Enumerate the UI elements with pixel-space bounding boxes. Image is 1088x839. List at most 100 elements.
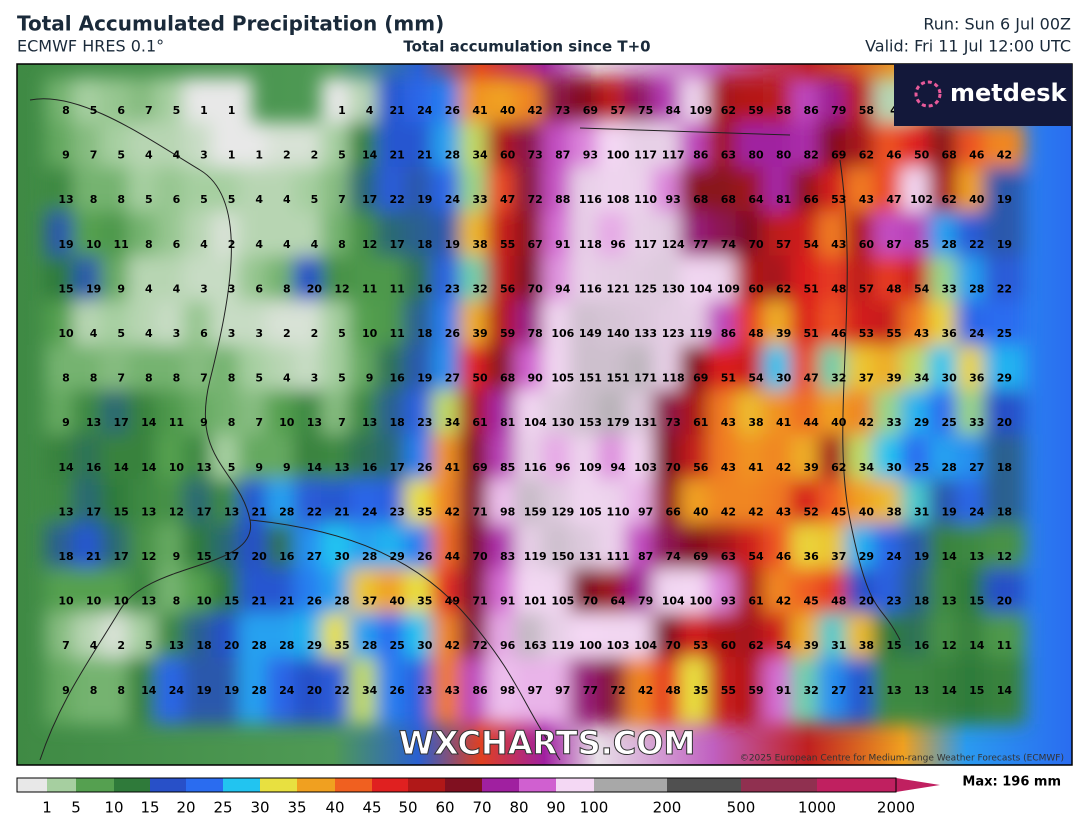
value-label: 36 [942, 327, 958, 340]
colorbar-segment [17, 778, 47, 792]
value-label: 100 [689, 595, 712, 608]
value-label: 57 [859, 282, 874, 295]
value-label: 14 [969, 639, 985, 652]
value-label: 41 [776, 416, 791, 429]
value-label: 21 [252, 595, 267, 608]
value-label: 47 [804, 372, 819, 385]
value-label: 29 [997, 372, 1012, 385]
value-label: 6 [173, 193, 181, 206]
value-label: 116 [524, 461, 547, 474]
value-label: 13 [914, 684, 929, 697]
value-label: 24 [969, 505, 985, 518]
value-label: 70 [528, 282, 544, 295]
value-label: 59 [500, 327, 515, 340]
value-label: 58 [776, 104, 791, 117]
value-label: 42 [776, 595, 791, 608]
value-label: 11 [169, 416, 184, 429]
colorbar-segment [741, 778, 817, 792]
value-label: 14 [141, 684, 157, 697]
value-label: 7 [255, 416, 263, 429]
value-label: 55 [500, 238, 515, 251]
value-label: 20 [307, 684, 323, 697]
value-label: 19 [196, 684, 211, 697]
value-label: 97 [555, 684, 570, 697]
value-label: 26 [307, 595, 323, 608]
value-label: 30 [886, 461, 902, 474]
value-label: 19 [86, 282, 101, 295]
logo-icon [914, 80, 942, 108]
value-label: 61 [748, 595, 763, 608]
value-label: 103 [634, 461, 657, 474]
value-label: 32 [831, 372, 846, 385]
value-label: 72 [528, 193, 543, 206]
value-label: 68 [500, 372, 515, 385]
border [579, 127, 901, 641]
value-label: 24 [169, 684, 185, 697]
value-label: 85 [914, 238, 929, 251]
colorbar-tick-label: 40 [325, 799, 344, 817]
value-label: 48 [666, 684, 681, 697]
colorbar-tick-label: 35 [287, 799, 306, 817]
value-label: 3 [228, 282, 236, 295]
value-label: 81 [776, 193, 791, 206]
value-label: 43 [776, 505, 791, 518]
value-label: 2 [228, 238, 236, 251]
colorbar: 1 5 10 15 20 25 30 35 40 45 50 60 70 80 90 100 200 500 100… [16, 777, 940, 817]
value-label: 1 [338, 104, 346, 117]
value-label: 27 [445, 372, 460, 385]
value-label: 69 [472, 461, 487, 474]
value-label: 9 [366, 372, 374, 385]
coastline [29, 98, 251, 761]
value-label: 61 [693, 416, 708, 429]
value-label: 117 [634, 238, 657, 251]
colorbar-tick-label: 20 [176, 799, 195, 817]
value-label: 17 [362, 193, 377, 206]
value-label: 38 [472, 238, 487, 251]
colorbar-segment [150, 778, 186, 792]
value-label: 8 [62, 104, 70, 117]
value-label: 18 [914, 595, 929, 608]
value-label: 21 [390, 104, 405, 117]
value-label: 4 [255, 238, 263, 251]
logo: metdesk [950, 79, 1068, 107]
colorbar-tick-label: 100 [580, 799, 609, 817]
value-label: 5 [90, 104, 98, 117]
value-label: 17 [114, 416, 129, 429]
colorbar-segment [445, 778, 482, 792]
value-label: 153 [579, 416, 602, 429]
value-label: 54 [776, 639, 792, 652]
value-label: 104 [689, 282, 712, 295]
value-label: 79 [831, 104, 846, 117]
value-label: 70 [472, 550, 488, 563]
value-label: 47 [886, 193, 901, 206]
value-label: 150 [551, 550, 574, 563]
value-label: 14 [942, 550, 958, 563]
value-label: 22 [997, 282, 1012, 295]
value-label: 40 [969, 193, 985, 206]
value-label: 2 [311, 327, 319, 340]
value-label: 48 [886, 282, 901, 295]
value-label: 40 [390, 595, 406, 608]
value-label: 30 [942, 372, 958, 385]
colorbar-tick-label: 70 [472, 799, 491, 817]
value-label: 42 [997, 149, 1012, 162]
value-label: 73 [555, 104, 570, 117]
value-label: 8 [62, 372, 70, 385]
value-label: 69 [583, 104, 598, 117]
value-label: 44 [445, 550, 461, 563]
value-label: 25 [390, 639, 405, 652]
value-label: 3 [255, 327, 263, 340]
value-label: 80 [776, 149, 792, 162]
value-label: 30 [334, 550, 350, 563]
value-label: 9 [283, 461, 291, 474]
value-label: 10 [86, 595, 102, 608]
value-label: 61 [472, 416, 487, 429]
value-label: 63 [721, 149, 736, 162]
value-label: 28 [942, 238, 957, 251]
value-label: 19 [224, 684, 239, 697]
value-label: 116 [579, 282, 602, 295]
value-label: 62 [942, 193, 957, 206]
value-label: 4 [255, 193, 263, 206]
value-label: 84 [666, 104, 682, 117]
value-label: 59 [748, 684, 763, 697]
